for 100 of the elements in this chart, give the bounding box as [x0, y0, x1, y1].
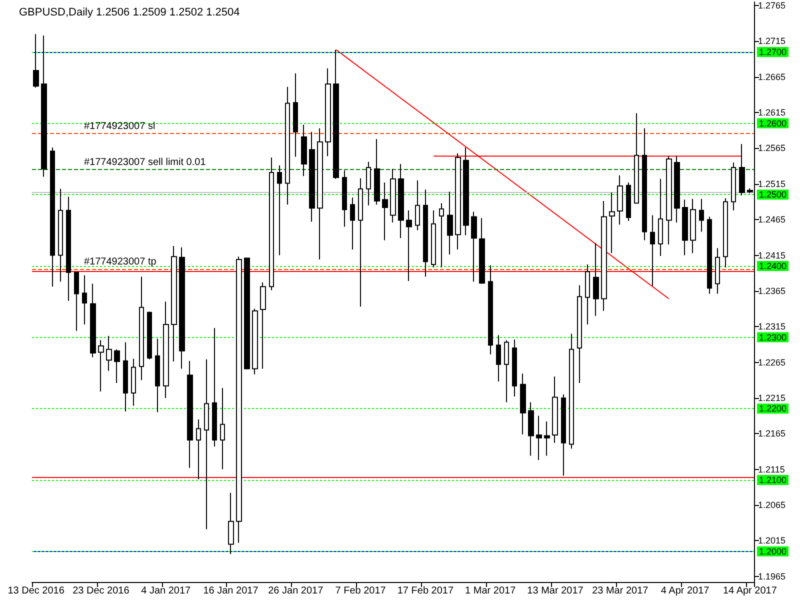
candlestick	[390, 168, 396, 223]
candlestick	[609, 192, 615, 254]
candlestick	[496, 334, 501, 382]
candlestick	[415, 180, 420, 231]
candlestick	[269, 157, 274, 291]
y-tick-label: 1.2115	[758, 464, 785, 474]
candlestick	[41, 35, 47, 178]
candlestick	[342, 170, 347, 228]
ref-line-label: 1.2600	[759, 118, 787, 128]
candlestick	[439, 202, 444, 268]
x-tick-label: 14 Apr 2017	[722, 586, 778, 596]
candlestick	[666, 156, 672, 246]
candlestick	[196, 418, 201, 480]
ref-line-label: 1.2700	[759, 46, 787, 57]
x-tick-label: 23 Dec 2016	[72, 586, 130, 596]
x-tick-label: 7 Feb 2017	[335, 586, 386, 596]
candlestick	[90, 283, 96, 358]
candlestick	[544, 420, 550, 456]
x-tick-label: 23 Mar 2017	[592, 586, 649, 596]
candlestick	[82, 274, 87, 325]
x-tick-label: 4 Jan 2017	[141, 586, 192, 596]
candlestick	[309, 131, 315, 222]
candlestick	[601, 200, 607, 312]
candlestick	[333, 49, 339, 180]
candlestick	[244, 258, 250, 370]
y-tick-label: 1.2415	[758, 250, 786, 260]
candlestick	[512, 338, 517, 398]
candlestick	[658, 178, 663, 256]
candlestick	[406, 210, 412, 282]
candlestick	[147, 311, 152, 360]
candlestick	[699, 198, 704, 232]
candlestick	[552, 376, 558, 444]
ref-line-label: #1774923007 tp	[84, 256, 157, 268]
candlestick	[585, 264, 590, 325]
y-tick-label: 1.2515	[758, 178, 786, 189]
candlestick	[277, 164, 282, 256]
candlestick	[106, 335, 112, 372]
candlestick	[650, 214, 655, 286]
candlestick	[674, 156, 680, 223]
candlestick	[350, 196, 355, 250]
candlestick	[463, 147, 469, 236]
candlestick	[536, 415, 542, 461]
ref-line-label: 1.2300	[759, 332, 787, 342]
candlestick	[155, 338, 160, 413]
candlestick	[139, 276, 144, 381]
x-tick-label: 13 Dec 2016	[8, 586, 65, 596]
candlestick	[642, 128, 647, 241]
candlestick	[285, 86, 290, 206]
candlestick	[374, 138, 380, 206]
candlestick	[220, 387, 225, 470]
x-tick-label: 4 Apr 2017	[660, 586, 710, 596]
ref-line-label: 1.2500	[759, 190, 787, 200]
ref-line-label: 1.2400	[759, 260, 787, 271]
x-tick-label: 26 Jan 2017	[268, 586, 324, 596]
x-tick-label: 1 Mar 2017	[465, 586, 516, 596]
candlestick	[569, 333, 574, 450]
candlestick	[301, 124, 307, 177]
y-tick-label: 1.2065	[758, 500, 786, 510]
candlestick	[382, 182, 388, 241]
candlestick	[74, 272, 79, 332]
y-tick-label: 1.2715	[758, 36, 786, 46]
candlestick	[488, 264, 493, 355]
y-tick-label: 1.2565	[758, 143, 786, 154]
candlestick	[715, 248, 720, 294]
y-tick-label: 1.2165	[758, 428, 786, 439]
ref-line-label: 1.2000	[759, 546, 787, 556]
candlestick	[626, 182, 631, 222]
candlestick	[179, 246, 185, 370]
ref-line-label: #1774923007 sl	[84, 120, 156, 132]
candlestick	[479, 218, 485, 284]
candlestick	[455, 152, 461, 250]
candlestick	[187, 360, 193, 468]
candlestick	[504, 340, 509, 403]
candlestick	[317, 128, 323, 260]
x-tick-label: 13 Mar 2017	[527, 586, 584, 596]
candlestick	[66, 196, 71, 302]
candlestick	[228, 492, 234, 555]
y-tick-label: 1.2615	[758, 108, 786, 118]
chart-title: GBPUSD,Daily 1.2506 1.2509 1.2502 1.2504	[19, 6, 240, 18]
candlestick	[707, 216, 712, 294]
candlestick	[131, 358, 136, 406]
y-tick-label: 1.2215	[758, 392, 786, 403]
x-tick-label: 16 Jan 2017	[203, 586, 259, 596]
candlestick	[398, 163, 404, 239]
candlestick	[358, 178, 363, 308]
y-tick-label: 1.2665	[758, 72, 786, 82]
candlestick	[723, 198, 728, 268]
candlestick	[528, 402, 534, 456]
candlestick	[520, 373, 526, 435]
candlestick	[50, 147, 55, 288]
y-tick-label: 1.2365	[758, 286, 786, 296]
y-tick-label: 1.2265	[758, 357, 786, 368]
candlestick	[593, 242, 599, 316]
candlestick	[58, 188, 63, 282]
x-tick-label: 17 Feb 2017	[397, 586, 454, 596]
candlestick	[325, 68, 331, 157]
candlestick	[171, 245, 177, 362]
candlestick	[252, 308, 258, 375]
candlestick	[577, 284, 582, 384]
candlestick	[293, 72, 298, 158]
